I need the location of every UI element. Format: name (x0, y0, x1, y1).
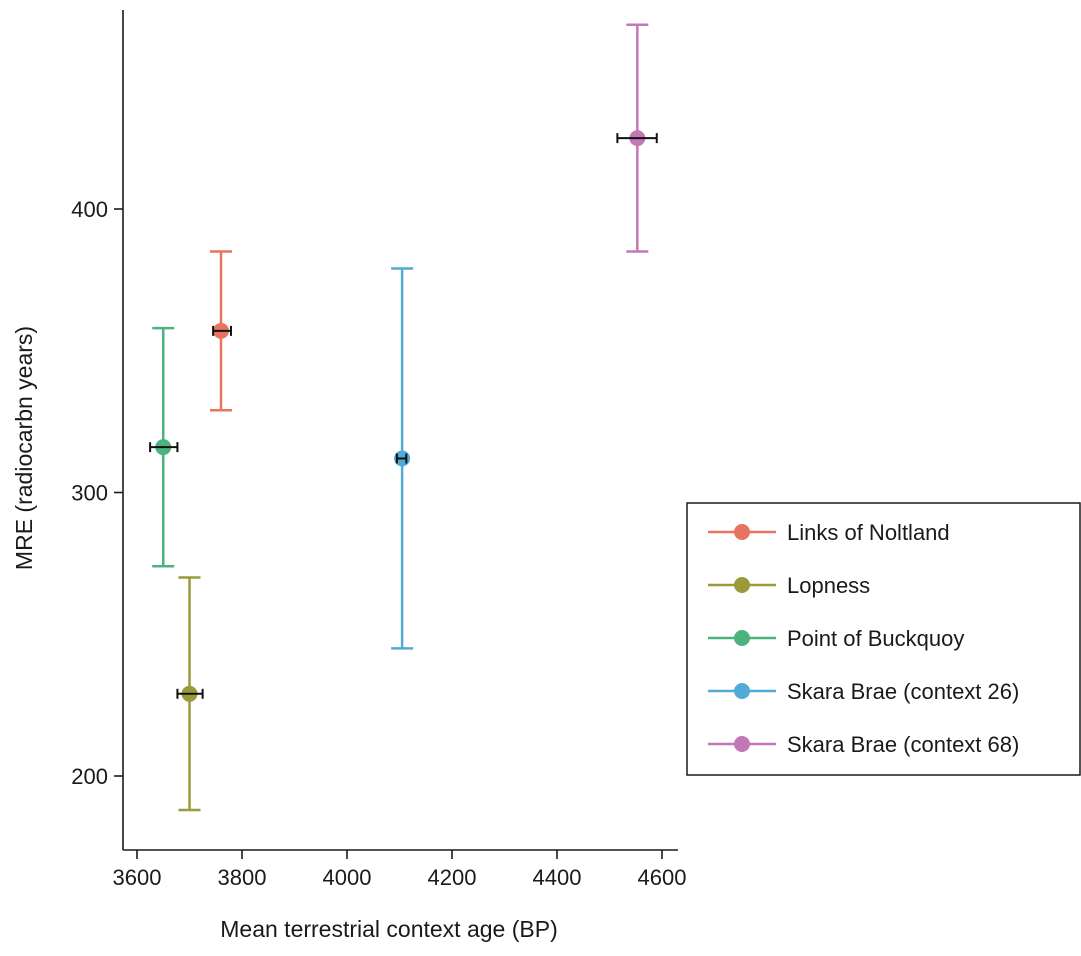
series-group (210, 250, 232, 412)
series-group (149, 326, 179, 568)
axes: 3600 3800 4000 4200 4400 4600 200 300 400 (71, 10, 686, 890)
legend-label: Skara Brae (context 68) (787, 732, 1019, 757)
series-group (391, 267, 414, 650)
x-tick-label: 3800 (218, 865, 267, 890)
legend-swatch-marker (734, 524, 750, 540)
x-tick-label: 4400 (533, 865, 582, 890)
legend-item: Skara Brae (context 26) (708, 679, 1019, 704)
y-axis-title: MRE (radiocarbn years) (11, 326, 37, 570)
y-tick-label: 200 (71, 764, 108, 789)
legend-label: Links of Noltland (787, 520, 950, 545)
legend-label: Skara Brae (context 26) (787, 679, 1019, 704)
legend-swatch-marker (734, 630, 750, 646)
x-tick-label: 4200 (428, 865, 477, 890)
x-tick-label: 3600 (113, 865, 162, 890)
series-group (616, 23, 658, 253)
legend-label: Lopness (787, 573, 870, 598)
legend-item: Skara Brae (context 68) (708, 732, 1019, 757)
legend: Links of Noltland Lopness Point of Buckquo… (686, 502, 1081, 776)
legend-item: Lopness (708, 573, 870, 598)
y-tick-label: 300 (71, 481, 108, 506)
y-tick-label: 400 (71, 197, 108, 222)
legend-swatch-marker (734, 577, 750, 593)
legend-item: Links of Noltland (708, 520, 950, 545)
x-tick-label: 4000 (323, 865, 372, 890)
legend-swatch-marker (734, 683, 750, 699)
legend-item: Point of Buckquoy (708, 626, 964, 651)
chart-marks (149, 23, 658, 812)
x-axis-title: Mean terrestrial context age (BP) (220, 916, 557, 942)
x-tick-label: 4600 (638, 865, 687, 890)
legend-swatch-marker (734, 736, 750, 752)
legend-label: Point of Buckquoy (787, 626, 964, 651)
series-group (176, 576, 204, 812)
